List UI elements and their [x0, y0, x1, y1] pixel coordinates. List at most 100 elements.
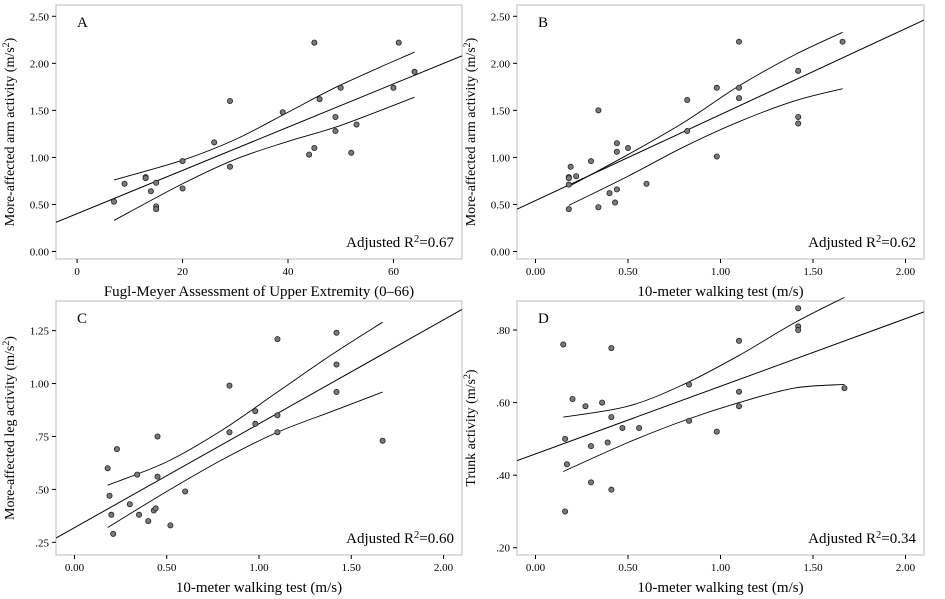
data-point — [619, 424, 626, 431]
data-point — [142, 175, 149, 182]
data-point — [126, 501, 133, 508]
data-point — [145, 518, 152, 525]
data-point — [226, 382, 233, 389]
data-point — [599, 399, 606, 406]
x-tick-label: 20 — [177, 266, 189, 278]
x-tick-label: 0 — [74, 266, 80, 278]
x-tick-label: 1.00 — [249, 562, 269, 574]
y-tick-label: 2.00 — [30, 58, 50, 70]
y-tick-label: .40 — [496, 470, 510, 482]
plot-frame — [516, 300, 925, 556]
data-point — [562, 435, 569, 442]
data-point — [106, 492, 113, 499]
data-point — [795, 305, 802, 312]
data-point — [154, 433, 161, 440]
data-point — [604, 439, 611, 446]
data-point — [333, 361, 340, 368]
data-point — [182, 488, 189, 495]
data-point — [337, 84, 344, 91]
data-point — [332, 128, 339, 135]
data-point — [686, 417, 693, 424]
data-point — [279, 109, 286, 116]
data-point — [841, 385, 848, 392]
ci-upper-curve — [563, 296, 845, 418]
ci-lower-curve — [113, 96, 415, 221]
data-point — [588, 158, 595, 165]
data-point — [147, 188, 154, 195]
y-axis-title: More-affected leg activity (m/s2) — [1, 336, 19, 520]
panel-a: 0 20 40 60 0.00 0.50 1.00 1.50 2.00 2.50 A Adjusted… — [1, 4, 463, 300]
r-squared-annotation: Adjusted R2=0.34 — [808, 530, 916, 548]
x-tick-label: 1.00 — [711, 266, 731, 278]
data-point — [713, 84, 720, 91]
x-tick-label: 2.00 — [896, 266, 916, 278]
regression-line — [517, 19, 924, 210]
data-point — [121, 180, 128, 187]
x-tick-label: 0.00 — [526, 562, 546, 574]
data-point — [379, 437, 386, 444]
ci-upper-curve — [568, 31, 843, 187]
data-point — [252, 408, 259, 415]
data-point — [306, 151, 313, 158]
data-point — [588, 443, 595, 450]
data-point — [595, 204, 602, 211]
data-point — [595, 107, 602, 114]
data-point — [390, 84, 397, 91]
data-point — [153, 206, 160, 213]
y-tick-label: 1.50 — [491, 105, 511, 117]
data-point — [226, 97, 233, 104]
ci-lower-curve — [107, 391, 383, 528]
ci-upper-curve — [107, 321, 383, 486]
panel-b: 0.00 0.50 1.00 1.50 2.00 0.00 0.50 1.00 1.50 2.00… — [462, 4, 925, 300]
data-point — [643, 180, 650, 187]
data-point — [316, 96, 323, 103]
data-point — [736, 388, 743, 395]
data-point — [839, 38, 846, 45]
y-tick-label: 1.00 — [30, 152, 50, 164]
data-point — [113, 446, 120, 453]
y-tick-label: .50 — [35, 484, 49, 496]
data-point — [104, 465, 111, 472]
x-axis-title: 10-meter walking test (m/s) — [176, 580, 342, 596]
x-tick-label: 1.50 — [342, 562, 362, 574]
data-point — [348, 149, 355, 156]
data-point — [608, 345, 615, 352]
data-point — [274, 336, 281, 343]
data-point — [153, 179, 160, 186]
y-tick-label: 0.00 — [30, 246, 50, 258]
regression-line — [517, 311, 924, 462]
data-point — [713, 428, 720, 435]
x-tick-label: 0.50 — [157, 562, 177, 574]
plot-frame — [516, 4, 925, 260]
data-point — [332, 113, 339, 120]
data-point — [562, 508, 569, 515]
data-point — [152, 505, 159, 512]
y-tick-label: 0.50 — [491, 199, 511, 211]
data-point — [395, 39, 402, 46]
x-tick-label: 2.00 — [434, 562, 454, 574]
y-axis-title: Trunk activity (m/s2) — [462, 369, 480, 487]
data-point — [411, 68, 418, 75]
data-point — [713, 153, 720, 160]
data-point — [311, 144, 318, 151]
data-point — [179, 185, 186, 192]
data-point — [736, 95, 743, 102]
y-tick-label: 2.50 — [30, 11, 50, 23]
data-point — [252, 420, 259, 427]
y-tick-label: .80 — [496, 325, 510, 337]
y-tick-label: 2.50 — [491, 11, 511, 23]
data-point — [795, 113, 802, 120]
data-point — [154, 473, 161, 480]
y-tick-label: 0.50 — [30, 199, 50, 211]
regression-line — [56, 309, 462, 539]
data-point — [608, 414, 615, 421]
data-point — [274, 412, 281, 419]
data-point — [353, 121, 360, 128]
x-tick-label: 1.50 — [803, 266, 823, 278]
x-tick-label: 0.50 — [618, 562, 638, 574]
data-point — [636, 424, 643, 431]
panel-d: 0.00 0.50 1.00 1.50 2.00 .20 .40 .60 .80 D Adjuste… — [462, 296, 925, 596]
data-point — [736, 337, 743, 344]
data-point — [211, 139, 218, 146]
